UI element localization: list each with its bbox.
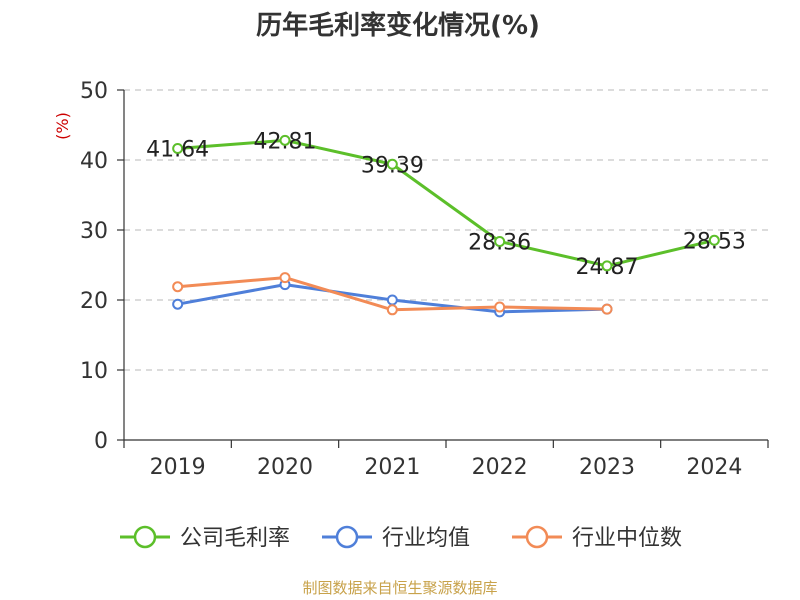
x-tick-label: 2023 [579,455,635,480]
data-point [279,134,291,146]
legend-marker-2 [525,525,549,549]
y-tick-label: 0 [94,429,108,454]
x-tick-label: 2021 [364,455,420,480]
legend-label-2: 行业中位数 [572,526,682,551]
data-point [494,235,506,247]
data-point [386,294,398,306]
data-label: 41.64 [146,138,209,163]
legend: 公司毛利率 行业均值 行业中位数 [120,525,682,551]
data-label: 39.39 [361,153,424,178]
y-tick-label: 10 [80,359,108,384]
data-point [708,234,720,246]
source-note: 制图数据来自恒生聚源数据库 [302,579,497,597]
data-point [386,158,398,170]
data-label: 28.53 [683,229,746,254]
legend-label-0: 公司毛利率 [180,526,290,551]
data-label: 28.36 [468,230,531,255]
series-lines [172,134,720,318]
data-point [172,281,184,293]
axes: 0 10 20 30 40 50 2019 2020 2021 2022 2023 2024 [80,79,769,480]
data-label: 42.81 [254,129,317,154]
series-line-0 [177,138,715,268]
x-tick-label: 2022 [472,455,528,480]
data-point [279,272,291,284]
y-tick-label: 30 [80,219,108,244]
data-point [601,260,613,272]
x-tick-label: 2020 [257,455,313,480]
data-point [386,304,398,316]
x-tick-label: 2024 [686,455,742,480]
legend-marker-0 [133,525,157,549]
y-tick-label: 20 [80,289,108,314]
data-point [494,301,506,313]
y-tick-label: 50 [80,79,108,104]
data-point [172,143,184,155]
chart-title: 历年毛利率变化情况(%) [256,10,540,41]
y-tick-label: 40 [80,149,108,174]
legend-marker-1 [335,525,359,549]
legend-label-1: 行业均值 [382,526,470,551]
data-point [172,298,184,310]
x-tick-label: 2019 [150,455,206,480]
data-point [601,303,613,315]
data-label: 24.87 [576,255,639,280]
y-axis-label: (%) [53,112,72,140]
gridlines [124,89,768,371]
data-labels: 41.64 42.81 39.39 28.36 24.87 28.53 [146,129,746,280]
